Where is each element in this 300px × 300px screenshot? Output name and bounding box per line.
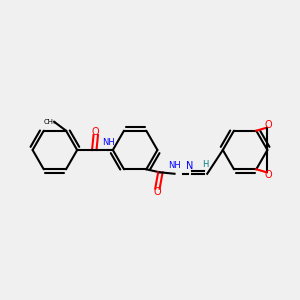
Text: O: O [154, 187, 161, 196]
Text: NH: NH [168, 161, 181, 170]
Text: CH₃: CH₃ [43, 119, 56, 125]
Text: O: O [91, 127, 99, 136]
Text: O: O [264, 120, 272, 130]
Text: N: N [186, 161, 193, 171]
Text: O: O [264, 170, 272, 180]
Text: H: H [202, 160, 209, 169]
Text: NH: NH [102, 138, 115, 147]
